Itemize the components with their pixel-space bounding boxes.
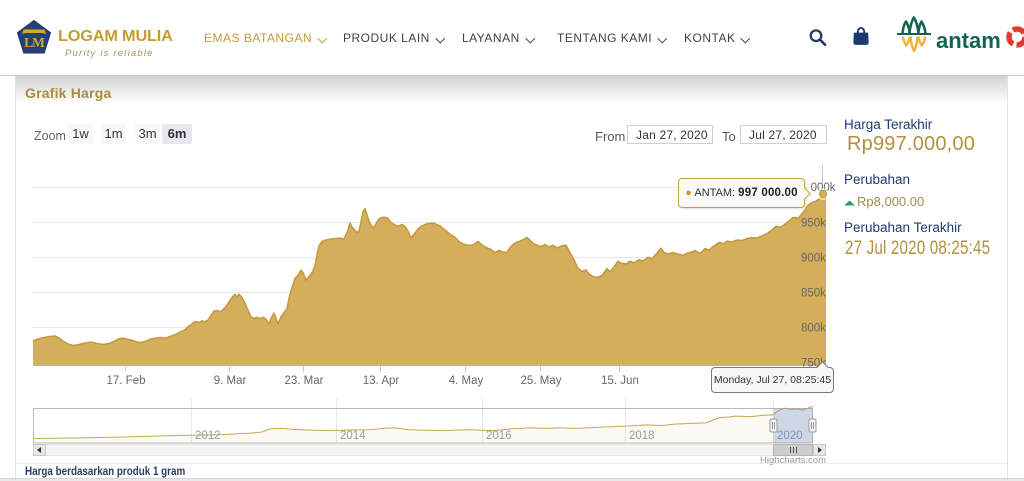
svg-text:800k: 800k	[801, 323, 826, 335]
svg-text:2018: 2018	[629, 430, 655, 442]
svg-text:900k: 900k	[801, 253, 826, 265]
svg-text:2012: 2012	[195, 430, 221, 442]
svg-text:13. Apr: 13. Apr	[363, 375, 400, 387]
svg-text:LM: LM	[24, 35, 45, 50]
svg-text:850k: 850k	[801, 288, 826, 300]
svg-text:15. Jun: 15. Jun	[601, 375, 639, 387]
svg-text:2016: 2016	[486, 430, 512, 442]
svg-text:2020: 2020	[777, 430, 803, 442]
svg-text:antam: antam	[936, 28, 1001, 53]
svg-text:23. Mar: 23. Mar	[285, 375, 324, 387]
svg-text:Highcharts.com: Highcharts.com	[760, 455, 826, 466]
svg-text:25. May: 25. May	[521, 375, 562, 387]
svg-text:2014: 2014	[340, 430, 366, 442]
svg-text:17. Feb: 17. Feb	[107, 375, 146, 387]
svg-text:9. Mar: 9. Mar	[214, 375, 247, 387]
svg-text:4. May: 4. May	[449, 375, 484, 387]
svg-text:950k: 950k	[801, 218, 826, 230]
